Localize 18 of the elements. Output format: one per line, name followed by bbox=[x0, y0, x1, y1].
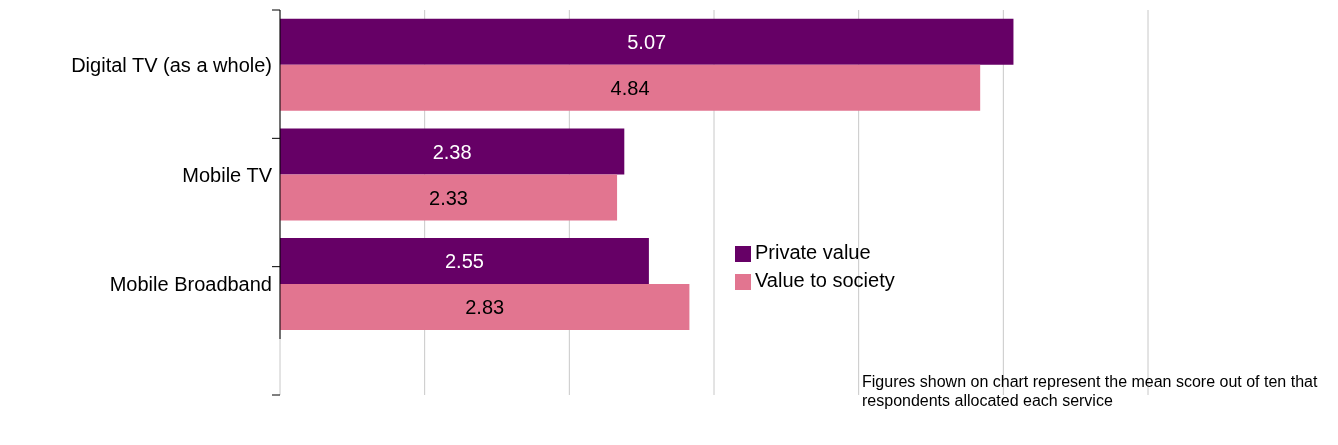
bar bbox=[280, 174, 618, 221]
data-label: 2.38 bbox=[432, 140, 472, 163]
y-tick-label: Digital TV (as a whole) bbox=[71, 53, 272, 76]
bar bbox=[280, 18, 1014, 65]
bar bbox=[280, 284, 690, 331]
y-tick-label: Mobile TV bbox=[182, 163, 273, 186]
data-label: 2.33 bbox=[429, 186, 469, 209]
data-label: 4.84 bbox=[610, 76, 650, 99]
bar bbox=[280, 128, 625, 175]
data-label: 5.07 bbox=[627, 30, 667, 53]
annotation: Figures shown on chart represent the mean score out of ten that respondents allocated each service bbox=[862, 372, 1319, 410]
legend-label: Value to society bbox=[755, 269, 895, 291]
data-label: 2.83 bbox=[465, 296, 505, 319]
data-label: 2.55 bbox=[444, 250, 484, 273]
legend-label: Private value bbox=[755, 241, 871, 263]
bar bbox=[280, 64, 981, 111]
bar bbox=[280, 238, 649, 285]
y-tick-label: Mobile Broadband bbox=[109, 273, 272, 296]
